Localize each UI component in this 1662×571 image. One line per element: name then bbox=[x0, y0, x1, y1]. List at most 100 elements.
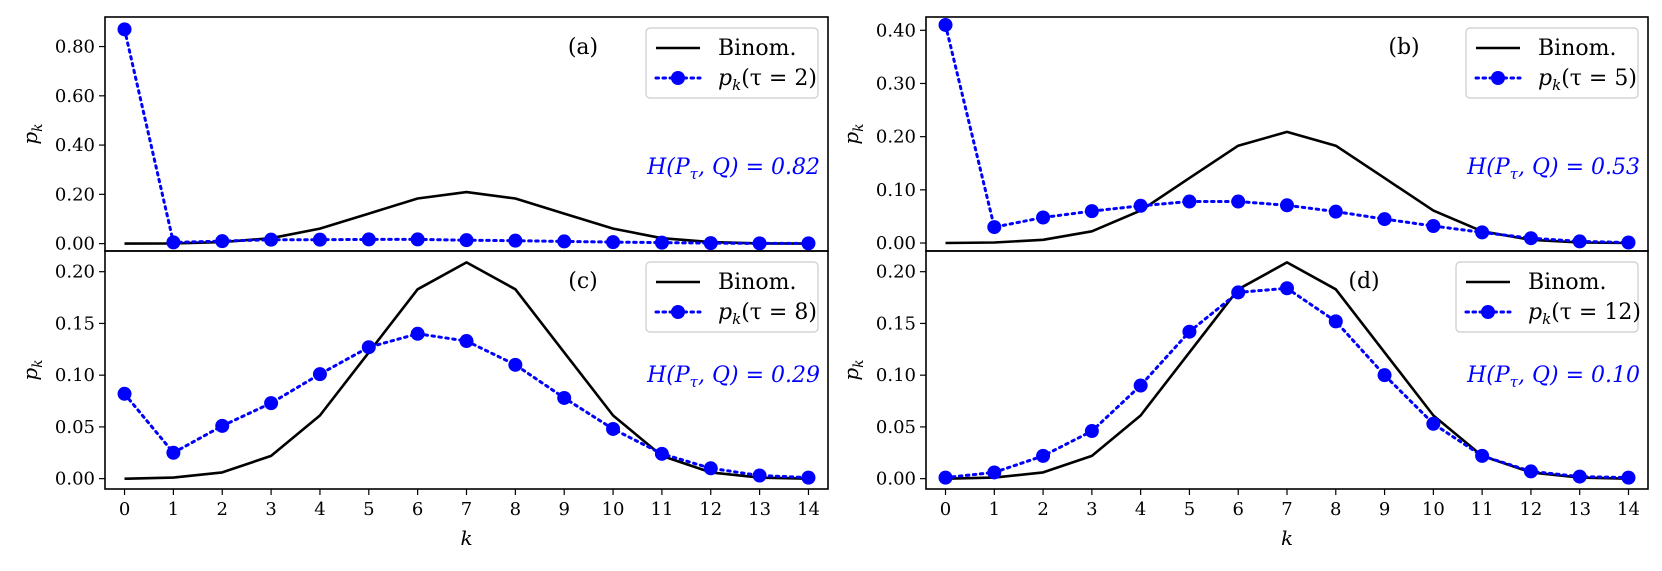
legend-pk-main: p bbox=[1528, 300, 1542, 325]
y-tick-label: 0.10 bbox=[876, 180, 916, 201]
series-pk-point bbox=[459, 334, 474, 349]
legend-pk-marker bbox=[671, 71, 685, 85]
series-pk-point bbox=[606, 235, 621, 250]
series-pk-point bbox=[1231, 285, 1246, 300]
series-pk-point bbox=[1036, 448, 1051, 463]
x-tick-label: 5 bbox=[363, 499, 374, 520]
x-tick-label: 3 bbox=[265, 499, 276, 520]
y-tick-label: 0.15 bbox=[55, 313, 95, 334]
series-pk-point bbox=[1328, 314, 1343, 329]
x-tick-label: 1 bbox=[989, 499, 1000, 520]
x-tick-label: 9 bbox=[558, 499, 569, 520]
y-axis-label-main: p bbox=[18, 132, 42, 145]
y-tick-label: 0.20 bbox=[876, 127, 916, 148]
series-pk-point bbox=[1475, 448, 1490, 463]
x-tick-label: 10 bbox=[1422, 499, 1445, 520]
legend-pk-marker bbox=[1491, 71, 1505, 85]
series-pk-point bbox=[1280, 198, 1294, 213]
x-tick-label: 2 bbox=[1037, 499, 1048, 520]
y-tick-label: 0.40 bbox=[55, 135, 95, 156]
series-pk-point bbox=[1328, 204, 1343, 219]
series-pk-point bbox=[1182, 324, 1197, 339]
y-axis-label-main: p bbox=[839, 132, 863, 145]
series-pk-point bbox=[1036, 210, 1051, 225]
entropy-main: H(P bbox=[646, 363, 691, 388]
series-pk-point bbox=[508, 357, 523, 372]
y-tick-label: 0.00 bbox=[55, 469, 95, 490]
series-pk-point bbox=[1426, 416, 1441, 431]
y-axis-label-main: p bbox=[839, 368, 863, 381]
series-pk-point bbox=[1231, 194, 1246, 209]
series-pk-point bbox=[1572, 234, 1587, 249]
x-tick-label: 8 bbox=[510, 499, 521, 520]
x-tick-label: 6 bbox=[412, 499, 423, 520]
x-tick-label: 13 bbox=[1568, 499, 1591, 520]
y-tick-label: 0.20 bbox=[55, 184, 95, 205]
entropy-annotation: H(Pτ, Q) = 0.82 bbox=[646, 155, 820, 183]
series-pk-point bbox=[312, 232, 327, 247]
x-tick-label: 10 bbox=[602, 499, 625, 520]
series-pk-point bbox=[361, 340, 376, 355]
legend-pk-arg: (τ = 5) bbox=[1561, 66, 1637, 91]
y-tick-label: 0.05 bbox=[876, 417, 916, 438]
entropy-annotation: H(Pτ, Q) = 0.53 bbox=[1466, 155, 1640, 183]
series-pk-point bbox=[801, 236, 816, 251]
x-axis-label: k bbox=[1281, 526, 1293, 550]
entropy-annotation: H(Pτ, Q) = 0.29 bbox=[646, 363, 820, 391]
legend: Binom. pk(τ = 12) bbox=[1455, 261, 1641, 333]
legend-binom-label: Binom. bbox=[1538, 36, 1616, 61]
x-axis-label: k bbox=[460, 526, 472, 550]
x-tick-label: 11 bbox=[650, 499, 673, 520]
series-pk-line bbox=[123, 332, 810, 480]
series-pk-point bbox=[557, 390, 572, 405]
series-pk-point bbox=[987, 465, 1002, 480]
series-pk-point bbox=[459, 233, 474, 248]
y-axis-label-sub: k bbox=[851, 359, 867, 367]
legend-pk-label: pk(τ = 12) bbox=[1528, 300, 1641, 328]
legend: Binom. pk(τ = 8) bbox=[645, 261, 819, 333]
panel-c: 0.000.050.100.150.200 1 2 3 4 5 6 7 8 9 10 11 12 13 14… bbox=[18, 250, 829, 550]
legend-pk-label: pk(τ = 2) bbox=[718, 66, 817, 94]
x-tick-label: 6 bbox=[1232, 499, 1243, 520]
y-axis-label: pk bbox=[839, 359, 867, 380]
legend-box bbox=[645, 261, 819, 333]
legend-pk-sub: k bbox=[1552, 76, 1561, 94]
series-pk-point bbox=[166, 445, 181, 460]
entropy-sub: τ bbox=[1510, 165, 1519, 183]
entropy-rest: , Q) = 0.10 bbox=[1518, 363, 1640, 388]
entropy-main: H(P bbox=[646, 155, 691, 180]
panel-label: (b) bbox=[1388, 35, 1419, 60]
legend-pk-label: pk(τ = 5) bbox=[1538, 66, 1637, 94]
y-axis-label: pk bbox=[18, 123, 46, 144]
series-pk-point bbox=[1621, 235, 1636, 250]
series-pk-point bbox=[410, 232, 425, 247]
series-pk-point bbox=[410, 326, 425, 341]
y-tick-label: 0.20 bbox=[55, 262, 95, 283]
series-pk-point bbox=[938, 470, 953, 485]
x-tick-label: 0 bbox=[119, 499, 130, 520]
legend-pk-arg: (τ = 12) bbox=[1551, 300, 1641, 325]
y-axis-label: pk bbox=[839, 123, 867, 144]
y-tick-label: 0.00 bbox=[55, 234, 95, 255]
legend-box bbox=[1455, 261, 1639, 333]
x-tick-label: 14 bbox=[797, 499, 820, 520]
x-tick-label: 8 bbox=[1330, 499, 1341, 520]
panel-label: (d) bbox=[1348, 269, 1379, 294]
legend-pk-main: p bbox=[718, 300, 732, 325]
panel-label: (c) bbox=[568, 269, 598, 294]
entropy-annotation: H(Pτ, Q) = 0.10 bbox=[1466, 363, 1640, 391]
x-tick-label: 11 bbox=[1471, 499, 1494, 520]
y-axis-label-sub: k bbox=[30, 359, 46, 367]
legend: Binom. pk(τ = 5) bbox=[1465, 27, 1639, 99]
series-pk-point bbox=[215, 234, 230, 249]
series-pk-point bbox=[752, 236, 767, 251]
series-pk-point bbox=[1182, 194, 1197, 209]
series-pk-point bbox=[1475, 225, 1490, 240]
y-tick-label: 0.80 bbox=[55, 37, 95, 58]
x-tick-label: 4 bbox=[1135, 499, 1146, 520]
series-pk-point bbox=[264, 396, 279, 411]
series-pk-point bbox=[117, 22, 132, 37]
series-pk-point bbox=[1084, 204, 1099, 219]
